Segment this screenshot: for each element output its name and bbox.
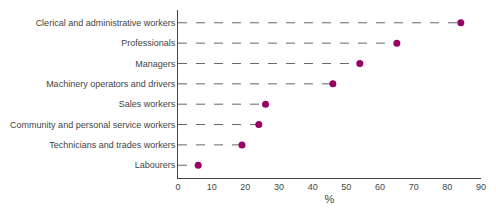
svg-text:Clerical and administrative wo: Clerical and administrative workers	[36, 18, 176, 28]
svg-text:70: 70	[409, 182, 419, 192]
svg-text:%: %	[325, 193, 335, 205]
svg-text:30: 30	[274, 182, 284, 192]
svg-text:Community and personal service: Community and personal service workers	[10, 120, 176, 130]
svg-text:Technicians and trades workers: Technicians and trades workers	[49, 140, 176, 150]
svg-text:80: 80	[442, 182, 452, 192]
svg-text:0: 0	[175, 182, 180, 192]
svg-text:20: 20	[240, 182, 250, 192]
svg-text:10: 10	[207, 182, 217, 192]
svg-text:Professionals: Professionals	[121, 38, 176, 48]
svg-text:50: 50	[341, 182, 351, 192]
svg-text:Sales workers: Sales workers	[119, 99, 176, 109]
svg-text:Managers: Managers	[135, 59, 176, 69]
svg-text:Labourers: Labourers	[135, 160, 176, 170]
svg-text:40: 40	[308, 182, 318, 192]
svg-text:60: 60	[375, 182, 385, 192]
svg-text:Machinery operators and driver: Machinery operators and drivers	[46, 79, 176, 89]
svg-text:90: 90	[476, 182, 486, 192]
